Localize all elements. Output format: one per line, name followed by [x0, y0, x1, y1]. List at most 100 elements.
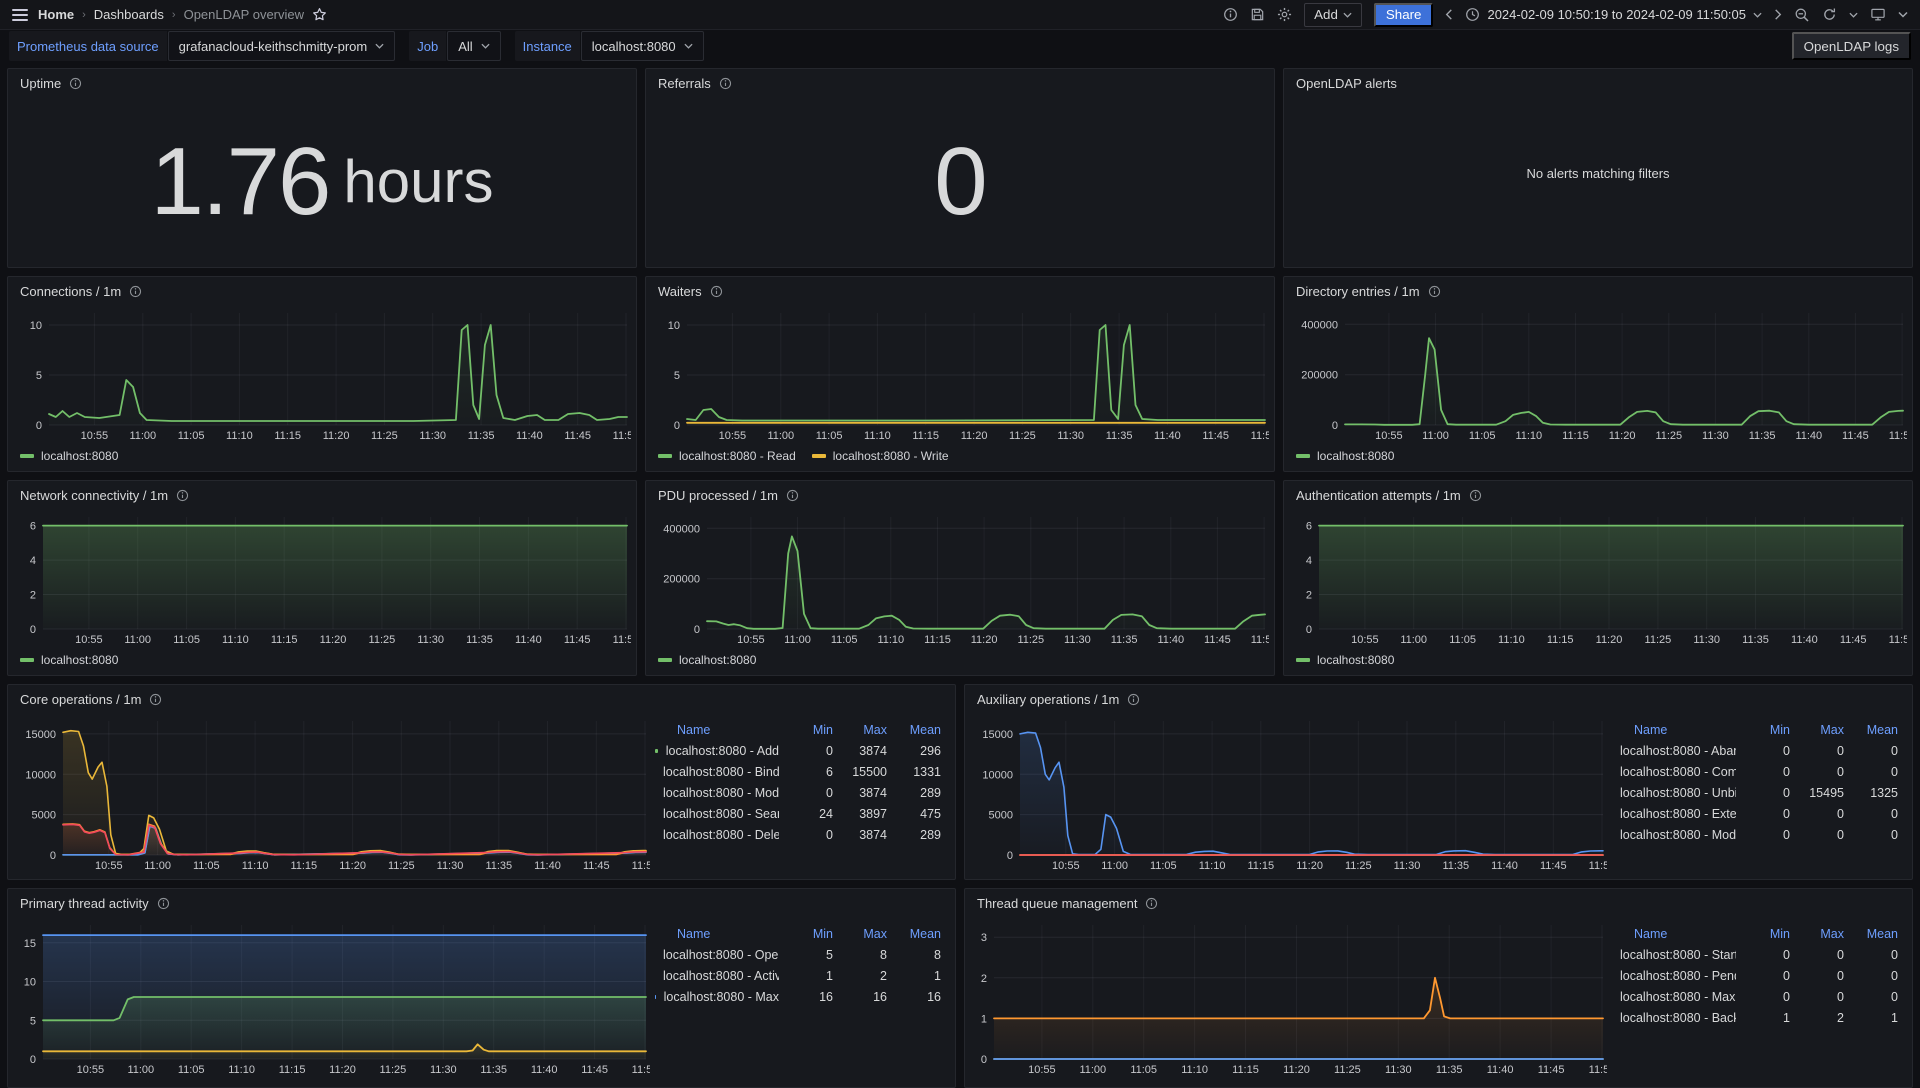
timeseries-chart[interactable]: 0 200000 400000 10:55 11:00 11:05 11:10 11:15 11… — [1289, 305, 1907, 443]
openldap-logs-button[interactable]: OpenLDAP logs — [1791, 32, 1911, 60]
legend-item[interactable]: localhost:8080 — [1296, 653, 1394, 667]
legend-table-row[interactable]: localhost:8080 - Compare000 — [1620, 764, 1898, 779]
panel-title[interactable]: Directory entries / 1m — [1296, 283, 1420, 299]
legend-item[interactable]: localhost:8080 — [20, 449, 118, 463]
column-min[interactable]: Min — [812, 926, 833, 941]
dashboard-insights-icon[interactable] — [1223, 7, 1238, 22]
save-dashboard-icon[interactable] — [1250, 7, 1265, 22]
info-icon[interactable] — [149, 693, 162, 706]
info-icon[interactable] — [1428, 285, 1441, 298]
timeseries-chart[interactable]: 0 5000 10000 15000 10:55 11:00 11:05 11:10 11:15… — [970, 713, 1607, 873]
timeseries-chart[interactable]: 0 2 4 6 10:55 11:00 11:05 11:10 11:15 11:20 11:25 1… — [1289, 509, 1907, 647]
column-name[interactable]: Name — [677, 722, 711, 737]
legend-item[interactable]: localhost:8080 - Write — [811, 449, 949, 463]
breadcrumb-dashboards[interactable]: Dashboards — [93, 7, 164, 22]
info-icon[interactable] — [1145, 897, 1158, 910]
svg-text:0: 0 — [1007, 850, 1013, 862]
info-icon[interactable] — [176, 489, 189, 502]
panel-title[interactable]: Connections / 1m — [20, 283, 122, 299]
navbar-collapse-chevron-icon[interactable] — [1898, 11, 1908, 18]
legend-table-row[interactable]: localhost:8080 - Delete 0 3874 289 — [663, 827, 941, 842]
legend-table-row[interactable]: localhost:8080 - Add 0 3874 296 — [655, 740, 941, 761]
timeseries-chart[interactable]: 0 2 4 6 10:55 11:00 11:05 11:10 11:15 11:20 11:25 1… — [13, 509, 631, 647]
refresh-icon[interactable] — [1822, 7, 1837, 22]
info-icon[interactable] — [129, 285, 142, 298]
legend-table-row[interactable]: localhost:8080 - Active 1 2 1 — [663, 968, 941, 983]
legend-table-row[interactable]: localhost:8080 - Open 5 8 8 — [663, 947, 941, 962]
svg-text:2: 2 — [30, 590, 36, 602]
dashboard-settings-icon[interactable] — [1277, 7, 1292, 22]
legend-table-row[interactable]: localhost:8080 - Unbind0154951325 — [1620, 785, 1898, 800]
breadcrumb-home[interactable]: Home — [38, 7, 75, 22]
timeseries-chart[interactable]: 0 5 10 10:55 11:00 11:05 11:10 11:15 11:20 11:25 1… — [13, 305, 631, 443]
info-icon[interactable] — [710, 285, 723, 298]
column-mean[interactable]: Mean — [909, 926, 941, 941]
legend-table-row[interactable]: localhost:8080 - Starting000 — [1620, 947, 1898, 962]
timeseries-chart[interactable]: 0 5 10 15 10:55 11:00 11:05 11:10 11:15 11:20 11:2… — [13, 917, 650, 1077]
panel-title[interactable]: Referrals — [658, 75, 711, 91]
column-max[interactable]: Max — [1820, 926, 1844, 941]
column-min[interactable]: Min — [1769, 926, 1790, 941]
panel-title[interactable]: Authentication attempts / 1m — [1296, 487, 1461, 503]
panel-title[interactable]: Network connectivity / 1m — [20, 487, 169, 503]
legend-table-row[interactable]: localhost:8080 - Modify 0 3874 289 — [663, 785, 941, 800]
timeseries-chart[interactable]: 0 1 2 3 10:55 11:00 11:05 11:10 11:15 11:20 11:25 1… — [970, 917, 1607, 1077]
legend-table-row[interactable]: localhost:8080 - Pending000 — [1620, 968, 1898, 983]
legend-item[interactable]: localhost:8080 - Read — [658, 449, 796, 463]
column-name[interactable]: Name — [677, 926, 711, 941]
column-mean[interactable]: Mean — [1866, 722, 1898, 737]
info-icon[interactable] — [1469, 489, 1482, 502]
time-back-icon[interactable] — [1445, 9, 1453, 20]
timeseries-chart[interactable]: 0 5000 10000 15000 10:55 11:00 11:05 11:10 11:15… — [13, 713, 650, 873]
panel-title[interactable]: PDU processed / 1m — [658, 487, 778, 503]
legend-table-row[interactable]: localhost:8080 - Backload121 — [1620, 1010, 1898, 1025]
time-range-picker[interactable]: 2024-02-09 10:50:19 to 2024-02-09 11:50:… — [1465, 7, 1762, 22]
panel-title[interactable]: Core operations / 1m — [20, 691, 142, 707]
job-select[interactable]: All — [447, 31, 501, 61]
kiosk-monitor-icon[interactable] — [1870, 7, 1886, 22]
legend-table-row[interactable]: localhost:8080 - Search243897475 — [663, 806, 941, 821]
panel-title[interactable]: Thread queue management — [977, 895, 1138, 911]
legend-table-header: Name Min Max Mean — [1612, 923, 1898, 944]
info-icon[interactable] — [157, 897, 170, 910]
column-min[interactable]: Min — [1769, 722, 1790, 737]
info-icon[interactable] — [69, 77, 82, 90]
timeseries-chart[interactable]: 0 5 10 10:55 11:00 11:05 11:10 11:15 11:20 11:25 1… — [651, 305, 1269, 443]
legend-table-row[interactable]: localhost:8080 - Abandon000 — [1620, 743, 1898, 758]
info-icon[interactable] — [1127, 693, 1140, 706]
info-icon[interactable] — [786, 489, 799, 502]
share-button[interactable]: Share — [1373, 2, 1434, 27]
legend-item[interactable]: localhost:8080 — [20, 653, 118, 667]
instance-select[interactable]: localhost:8080 — [580, 31, 704, 61]
column-name[interactable]: Name — [1634, 926, 1668, 941]
legend-table-row[interactable]: localhost:8080 - Max Pending000 — [1620, 989, 1898, 1004]
column-min[interactable]: Min — [812, 722, 833, 737]
legend-table-row[interactable]: localhost:8080 - Max 16 16 16 — [655, 989, 941, 1004]
zoom-out-icon[interactable] — [1794, 7, 1810, 23]
column-name[interactable]: Name — [1634, 722, 1668, 737]
column-mean[interactable]: Mean — [909, 722, 941, 737]
panel-title[interactable]: Auxiliary operations / 1m — [977, 691, 1120, 707]
panel-title[interactable]: OpenLDAP alerts — [1296, 75, 1397, 91]
legend-table-row[interactable]: localhost:8080 - Modrdn000 — [1620, 827, 1898, 842]
info-icon[interactable] — [719, 77, 732, 90]
add-button[interactable]: Add — [1304, 2, 1362, 27]
legend-item[interactable]: localhost:8080 — [1296, 449, 1394, 463]
timeseries-chart[interactable]: 0 200000 400000 10:55 11:00 11:05 11:10 11:15 11… — [651, 509, 1269, 647]
time-forward-icon[interactable] — [1774, 9, 1782, 20]
menu-toggle-icon[interactable] — [12, 8, 28, 21]
column-max[interactable]: Max — [1820, 722, 1844, 737]
legend-item[interactable]: localhost:8080 — [658, 653, 756, 667]
column-mean[interactable]: Mean — [1866, 926, 1898, 941]
refresh-interval-chevron-icon[interactable] — [1849, 12, 1858, 18]
datasource-select[interactable]: grafanacloud-keithschmitty-prom — [167, 31, 396, 61]
column-max[interactable]: Max — [863, 926, 887, 941]
favorite-star-icon[interactable] — [312, 7, 327, 22]
legend-table-row[interactable]: localhost:8080 - Extended000 — [1620, 806, 1898, 821]
panel-title[interactable]: Primary thread activity — [20, 895, 149, 911]
panel-title[interactable]: Uptime — [20, 75, 62, 91]
legend-table-row[interactable]: localhost:8080 - Bind 6 15500 1331 — [663, 764, 941, 779]
panel-title[interactable]: Waiters — [658, 283, 702, 299]
legend-color-swatch — [658, 658, 672, 662]
column-max[interactable]: Max — [863, 722, 887, 737]
